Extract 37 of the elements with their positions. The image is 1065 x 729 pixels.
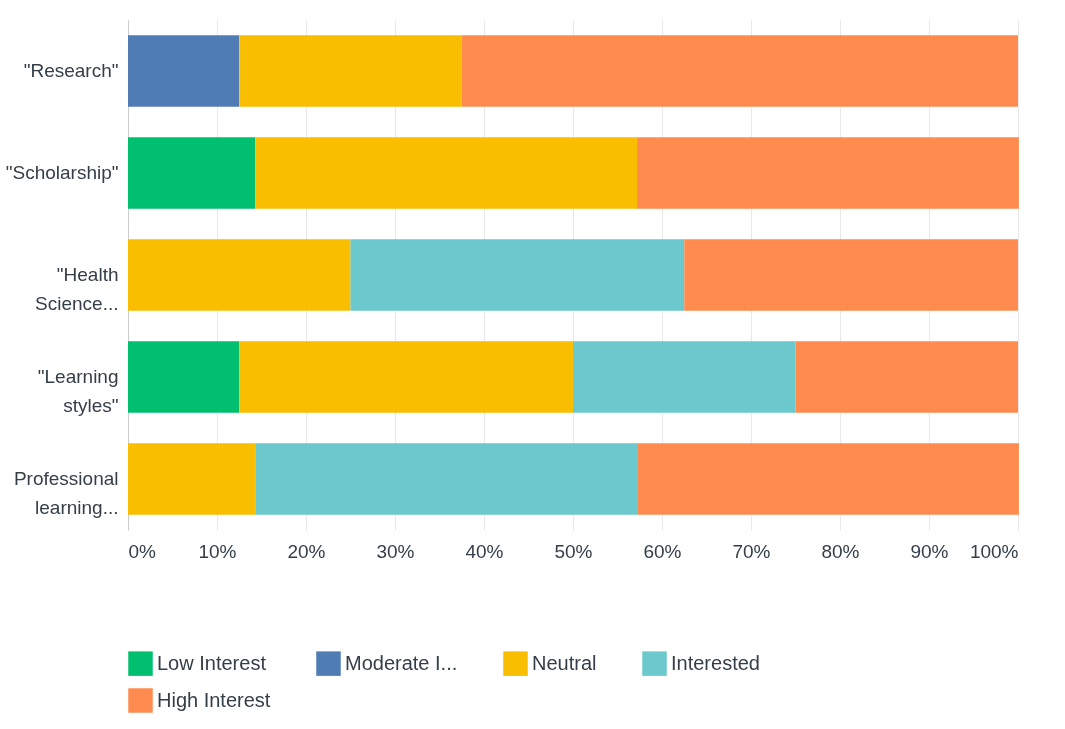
x-tick-label: 10%	[198, 540, 237, 562]
y-tick-label: "Scholarship"	[5, 162, 119, 183]
legend-label: Interested	[671, 651, 760, 674]
legend-label: Neutral	[532, 651, 597, 674]
bar	[128, 239, 351, 311]
x-tick-label: 80%	[821, 540, 860, 562]
x-tick-label: 60%	[643, 540, 682, 562]
x-tick-label: 20%	[287, 540, 326, 562]
bar	[637, 137, 1019, 209]
bar	[239, 35, 462, 107]
bar	[128, 341, 240, 413]
x-tick-label: 50%	[554, 540, 593, 562]
legend-label: Low Interest	[157, 651, 267, 674]
bar	[128, 443, 256, 515]
bar	[239, 341, 573, 413]
bar	[684, 239, 1018, 311]
x-tick-label: 0%	[128, 540, 157, 562]
y-tick-label: "Learning styles"	[37, 366, 119, 416]
bar	[573, 341, 796, 413]
x-tick-label: 100%	[969, 540, 1019, 562]
bar	[350, 239, 685, 311]
bar	[461, 35, 1018, 107]
y-tick-label: "Research"	[23, 60, 119, 81]
y-tick-label: Professional learning...	[13, 468, 119, 518]
bar	[128, 137, 256, 209]
legend-label: Moderate I...	[345, 651, 458, 674]
x-tick-label: 30%	[376, 540, 415, 562]
x-tick-label: 40%	[465, 540, 504, 562]
y-tick-label: "Health Science...	[35, 264, 119, 314]
bar	[128, 35, 240, 107]
bar	[795, 341, 1018, 413]
bar	[255, 137, 638, 209]
legend-label: High Interest	[157, 688, 271, 711]
bar	[637, 443, 1019, 515]
x-tick-label: 90%	[910, 540, 949, 562]
bar	[255, 443, 638, 515]
x-tick-label: 70%	[732, 540, 771, 562]
